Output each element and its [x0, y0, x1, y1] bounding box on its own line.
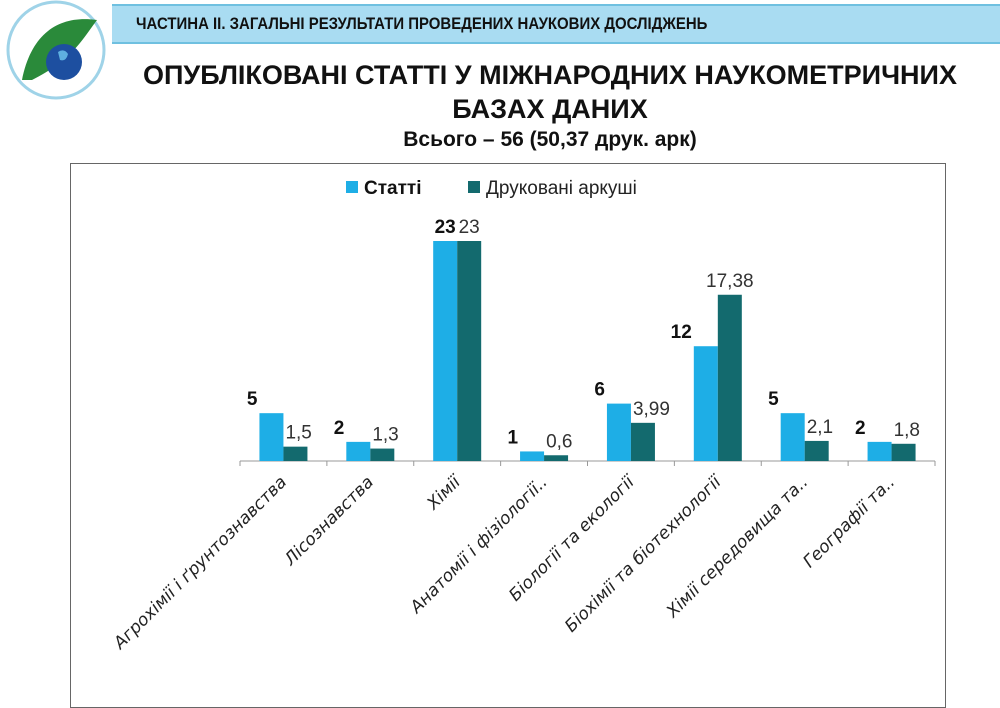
bar-articles [433, 241, 458, 461]
data-label: 5 [247, 389, 258, 410]
x-tick-label: Хімії [423, 471, 467, 515]
x-tick-label: Біохімії та біотехнології [561, 471, 727, 637]
legend-swatch-articles [346, 181, 358, 193]
bar-articles [259, 413, 284, 461]
page-subtitle: Всього – 56 (50,37 друк. арк) [403, 128, 697, 151]
legend-label-articles: Статті [364, 178, 421, 199]
data-label: 5 [768, 389, 779, 410]
data-label: 1,5 [285, 423, 311, 444]
bar-sheets [283, 446, 308, 461]
data-label: 0,6 [546, 431, 572, 452]
data-label: 17,38 [706, 271, 754, 292]
data-label: 2 [855, 418, 866, 439]
data-label: 12 [671, 322, 692, 343]
bar-articles [780, 413, 805, 461]
bar-sheets [370, 448, 395, 461]
bar-sheets [804, 440, 829, 461]
bar-sheets [630, 422, 655, 461]
bar-sheets [717, 294, 742, 461]
page-title: ОПУБЛІКОВАНІ СТАТТІ У МІЖНАРОДНИХ НАУКОМ… [143, 60, 957, 90]
data-label: 1,8 [894, 420, 920, 441]
data-label: 2,1 [807, 417, 833, 438]
section-header-band: ЧАСТИНА ІІ. ЗАГАЛЬНІ РЕЗУЛЬТАТИ ПРОВЕДЕН… [112, 4, 1000, 44]
bar-articles [346, 441, 371, 461]
legend-label-sheets: Друковані аркуші [486, 178, 637, 199]
x-tick-label: Хімії середовища та.. [662, 472, 812, 622]
bar-articles [693, 346, 718, 461]
data-label: 1,3 [372, 425, 398, 446]
section-header: ЧАСТИНА ІІ. ЗАГАЛЬНІ РЕЗУЛЬТАТИ ПРОВЕДЕН… [136, 14, 708, 33]
x-tick-label: Лісознавства [280, 472, 378, 570]
data-label: 3,99 [633, 399, 670, 420]
data-label: 23 [435, 217, 456, 238]
page-title-line2: БАЗАХ ДАНИХ [452, 94, 648, 124]
data-label: 6 [594, 380, 605, 401]
x-tick-label: Агрохімії і ґрунтознавства [109, 472, 291, 654]
x-tick-label: Географії та.. [799, 472, 899, 572]
data-label: 2 [334, 418, 345, 439]
legend-swatch-sheets [468, 181, 480, 193]
bar-sheets [891, 443, 916, 461]
bar-sheets [457, 241, 482, 461]
bar-articles [606, 403, 631, 461]
university-logo [6, 0, 106, 100]
bar-articles [867, 441, 892, 461]
bar-articles [520, 451, 545, 461]
data-label: 23 [459, 217, 480, 238]
bar-sheets [544, 455, 569, 461]
data-label: 1 [507, 427, 518, 448]
